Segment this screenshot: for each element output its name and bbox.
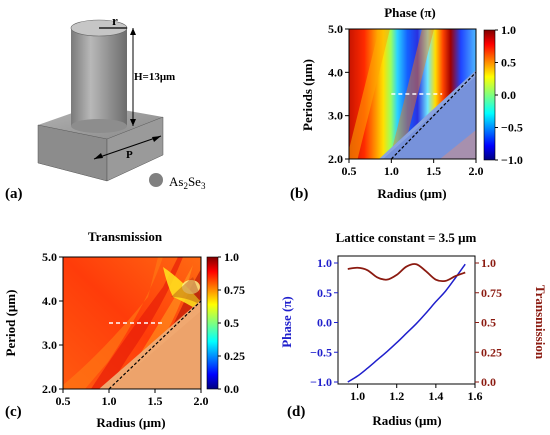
- tick-label: 2.0: [42, 382, 57, 396]
- y-axis-label-right: Transmission: [533, 285, 548, 360]
- y-axis: 2.0 3.0 4.0 5.0: [42, 250, 63, 396]
- panel-d: Lattice constant = 3.5 μm 1.0 1.2 1.4 1.6 1…: [279, 230, 548, 428]
- tick-label: −0.5: [501, 121, 523, 135]
- chart-title: Phase (π): [384, 5, 436, 20]
- x-axis-label: Radius (μm): [372, 413, 441, 428]
- tick-label: 1.0: [384, 164, 399, 178]
- tick-label: 1.5: [426, 164, 441, 178]
- radius-label: r: [112, 13, 118, 28]
- transmission-line: [347, 263, 466, 283]
- tick-label: 1.4: [428, 389, 443, 403]
- plot-frame: [348, 28, 477, 160]
- tick-label: −1.0: [501, 153, 523, 167]
- tick-label: −1.0: [310, 375, 332, 389]
- cutoff-line: [108, 300, 202, 390]
- y-axis-label: Period (μm): [3, 290, 18, 357]
- tick-label: 5.0: [42, 250, 57, 264]
- tick-label: 0.0: [224, 382, 239, 396]
- material-label: As2Se3: [169, 174, 206, 191]
- tick-label: 0.75: [481, 286, 502, 300]
- tick-label: 1.0: [501, 23, 516, 37]
- colorbar: [483, 29, 496, 161]
- x-axis: 0.5 1.0 1.5 2.0: [342, 159, 484, 178]
- panel-a: r H=13μm P As2Se3 (a): [5, 13, 206, 202]
- x-axis-label: Radius (μm): [377, 186, 446, 201]
- tick-label: 1.5: [148, 394, 163, 408]
- tick-label: 1.0: [224, 250, 239, 264]
- tick-label: 5.0: [328, 22, 343, 36]
- cutoff-line: [390, 71, 477, 160]
- tick-label: 2.0: [328, 152, 343, 166]
- tick-label: 0.5: [56, 394, 71, 408]
- tick-label: 4.0: [328, 65, 343, 79]
- chart-title: Transmission: [88, 229, 163, 244]
- tick-label: 0.25: [481, 345, 502, 359]
- colorbar-axis: 1.0 0.5 0.0 −0.5 −1.0: [495, 23, 523, 167]
- plot-frame: [62, 256, 202, 390]
- panel-label-c: (c): [5, 404, 22, 420]
- tick-label: 3.0: [328, 109, 343, 123]
- tick-label: 1.0: [102, 394, 117, 408]
- tick-label: 0.25: [224, 349, 245, 363]
- x-axis-label: Radius (μm): [96, 415, 165, 430]
- tick-label: 2.0: [469, 164, 484, 178]
- x-axis: 1.0 1.2 1.4 1.6: [350, 384, 483, 403]
- tick-label: 1.6: [468, 389, 483, 403]
- tick-label: 0.5: [317, 286, 332, 300]
- tick-label: 0.75: [224, 283, 245, 297]
- tick-label: 0.5: [342, 164, 357, 178]
- tick-label: 3.0: [42, 338, 57, 352]
- tick-label: 0.0: [501, 88, 516, 102]
- tick-label: 2.0: [194, 394, 209, 408]
- panel-b: Phase (π) 0.5 1.0 1.5 2.0 2.0 3.0 4.0 5.0 Radi…: [290, 5, 523, 202]
- tick-label: 1.0: [481, 256, 496, 270]
- y-axis-label: Periods (μm): [300, 59, 315, 131]
- tick-label: −0.5: [310, 345, 332, 359]
- tick-label: 1.2: [389, 389, 404, 403]
- height-label: H=13μm: [134, 71, 175, 83]
- y-axis: 2.0 3.0 4.0 5.0: [328, 22, 349, 166]
- tick-label: 4.0: [42, 294, 57, 308]
- colorbar: [206, 256, 219, 390]
- tick-label: 1.0: [350, 389, 365, 403]
- phase-heatmap: [349, 29, 476, 159]
- panel-label-a: (a): [5, 186, 23, 202]
- tick-label: 0.5: [501, 56, 516, 70]
- pillar-illustration: [37, 19, 164, 182]
- x-axis: 0.5 1.0 1.5 2.0: [56, 389, 209, 408]
- y-axis-right: 1.0 0.75 0.5 0.25 0.0: [475, 256, 502, 389]
- panel-c: Transmission 0.5 1.0 1.5 2.0 2.0 3.0 4.0 5.0 R…: [3, 229, 245, 430]
- tick-label: 0.5: [481, 316, 496, 330]
- tick-label: 0.0: [317, 316, 332, 330]
- material-dot: [149, 173, 163, 187]
- colorbar-axis: 1.0 0.75 0.5 0.25 0.0: [218, 250, 245, 396]
- chart-title: Lattice constant = 3.5 μm: [336, 230, 477, 245]
- tick-label: 1.0: [317, 256, 332, 270]
- plot-frame: [337, 255, 476, 385]
- tick-label: 0.0: [481, 375, 496, 389]
- tick-label: 0.5: [224, 316, 239, 330]
- y-axis-left: 1.0 0.5 0.0 −0.5 −1.0: [310, 256, 338, 389]
- period-label: P: [126, 149, 133, 161]
- phase-line: [347, 263, 466, 383]
- panel-label-d: (d): [287, 404, 305, 420]
- y-axis-label-left: Phase (π): [279, 296, 294, 348]
- panel-label-b: (b): [290, 186, 308, 202]
